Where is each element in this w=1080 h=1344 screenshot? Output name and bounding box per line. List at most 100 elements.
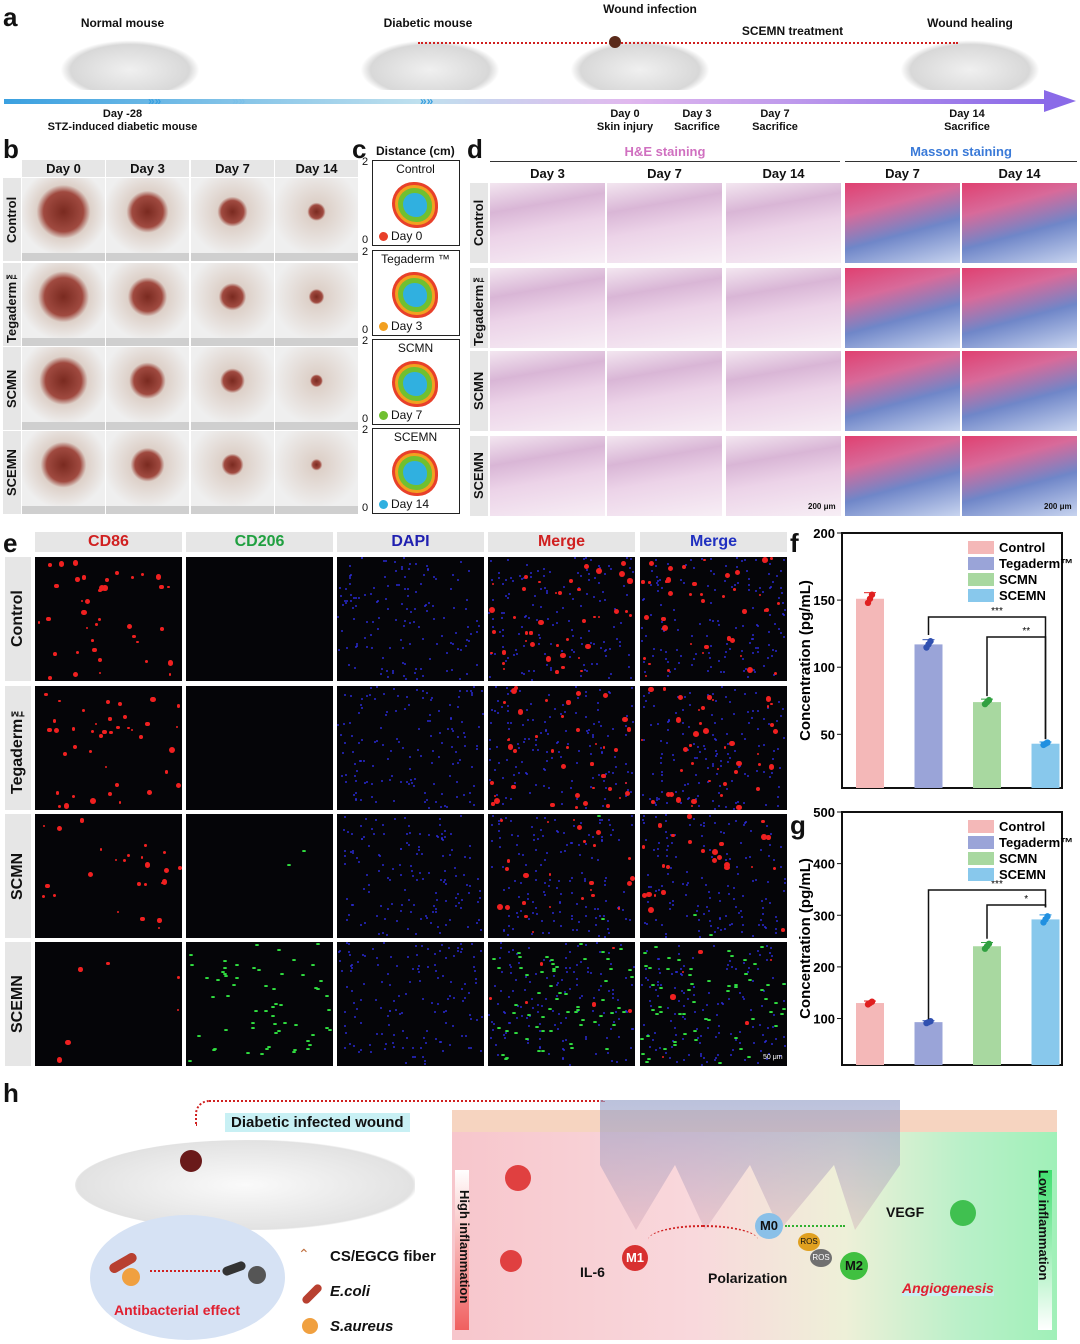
cd86-signal xyxy=(722,595,726,599)
cd86-signal xyxy=(140,856,144,859)
dapi-signal xyxy=(535,907,538,910)
dapi-signal xyxy=(559,893,562,896)
dapi-signal xyxy=(769,947,772,950)
y-tick-label: 150 xyxy=(813,593,835,608)
dapi-signal xyxy=(655,816,658,819)
wound-icon xyxy=(180,1150,202,1172)
cd206-signal xyxy=(291,1051,296,1054)
cd206-signal xyxy=(270,1015,275,1018)
dapi-signal xyxy=(671,880,674,883)
dapi-signal xyxy=(406,832,409,835)
dapi-signal xyxy=(685,894,688,897)
dapi-signal xyxy=(465,689,468,692)
dapi-signal xyxy=(533,838,536,841)
cd86-signal xyxy=(162,850,166,854)
dapi-signal xyxy=(390,775,393,778)
dapi-signal xyxy=(625,734,627,737)
dapi-signal xyxy=(760,900,763,903)
dapi-signal xyxy=(696,1028,699,1031)
cd86-signal xyxy=(97,657,102,662)
dapi-signal xyxy=(445,1009,448,1012)
dapi-signal xyxy=(577,944,580,947)
cd86-signal xyxy=(720,793,724,797)
cd86-signal xyxy=(513,686,518,691)
dapi-signal xyxy=(380,672,383,675)
dapi-signal xyxy=(399,909,402,912)
legend-label: Tegaderm™ xyxy=(999,556,1073,571)
dapi-signal xyxy=(656,957,659,960)
dapi-signal xyxy=(547,694,550,696)
cd206-signal xyxy=(279,972,284,975)
dapi-signal xyxy=(584,843,587,846)
cd86-signal xyxy=(72,794,76,798)
dapi-signal xyxy=(392,1000,395,1003)
cd86-signal xyxy=(769,723,774,728)
dapi-signal xyxy=(536,817,539,820)
dapi-signal xyxy=(730,1053,733,1056)
dapi-signal xyxy=(733,689,736,692)
cd206-signal xyxy=(516,951,521,954)
cd86-signal xyxy=(581,897,585,901)
wound-photo xyxy=(106,263,189,346)
cd206-signal xyxy=(647,1058,652,1061)
dapi-signal xyxy=(363,637,366,640)
dapi-signal xyxy=(442,854,445,857)
dapi-signal xyxy=(647,885,650,888)
cd86-signal xyxy=(123,858,127,862)
dapi-signal xyxy=(597,701,600,704)
dapi-signal xyxy=(476,747,479,750)
dapi-signal xyxy=(748,967,751,970)
cd86-signal xyxy=(657,823,663,828)
significance-bracket xyxy=(927,889,1047,1020)
cd86-signal xyxy=(602,692,609,699)
dapi-signal xyxy=(500,947,503,950)
dapi-signal xyxy=(665,741,668,744)
cd86-signal xyxy=(689,593,693,597)
dapi-signal xyxy=(657,981,660,984)
dapi-signal xyxy=(756,650,759,653)
dapi-signal xyxy=(358,759,361,762)
dapi-signal xyxy=(375,999,378,1002)
dapi-signal xyxy=(416,879,419,882)
dapi-signal xyxy=(415,563,418,566)
dapi-signal xyxy=(568,967,571,970)
dapi-signal xyxy=(667,844,670,847)
dapi-signal xyxy=(559,910,562,913)
dapi-signal xyxy=(350,833,353,836)
dapi-signal xyxy=(393,688,396,691)
dapi-signal xyxy=(591,1009,594,1012)
fluorescence-image xyxy=(640,942,787,1066)
dapi-signal xyxy=(688,703,691,706)
dapi-signal xyxy=(616,1060,619,1063)
he-stain-image xyxy=(607,268,722,348)
dapi-signal xyxy=(717,623,720,626)
cd86-signal xyxy=(169,673,172,676)
cd86-signal xyxy=(144,862,150,868)
dapi-signal xyxy=(352,1002,355,1005)
inflammatory-cell-icon xyxy=(505,1165,531,1191)
dapi-signal xyxy=(410,781,413,784)
cd86-signal xyxy=(689,642,693,646)
dapi-signal xyxy=(401,1011,404,1014)
dapi-signal xyxy=(696,909,698,912)
dapi-signal xyxy=(754,670,757,673)
dapi-signal xyxy=(453,607,456,610)
dapi-signal xyxy=(392,1046,395,1049)
dapi-signal xyxy=(425,603,428,606)
dapi-signal xyxy=(343,862,346,865)
legend-swatch xyxy=(968,852,994,865)
dapi-signal xyxy=(659,972,662,975)
cd206-signal xyxy=(196,1035,201,1038)
dapi-signal xyxy=(661,771,664,774)
cd206-signal xyxy=(224,974,229,977)
cd206-signal xyxy=(604,1047,609,1050)
cd86-signal xyxy=(42,824,46,828)
dapi-signal xyxy=(630,791,633,793)
channel-header: Merge xyxy=(488,532,635,552)
dapi-signal xyxy=(568,988,571,991)
dapi-signal xyxy=(699,1034,702,1037)
dapi-signal xyxy=(672,903,675,906)
dapi-signal xyxy=(359,1049,362,1052)
dapi-signal xyxy=(547,733,550,736)
dapi-signal xyxy=(576,984,579,987)
